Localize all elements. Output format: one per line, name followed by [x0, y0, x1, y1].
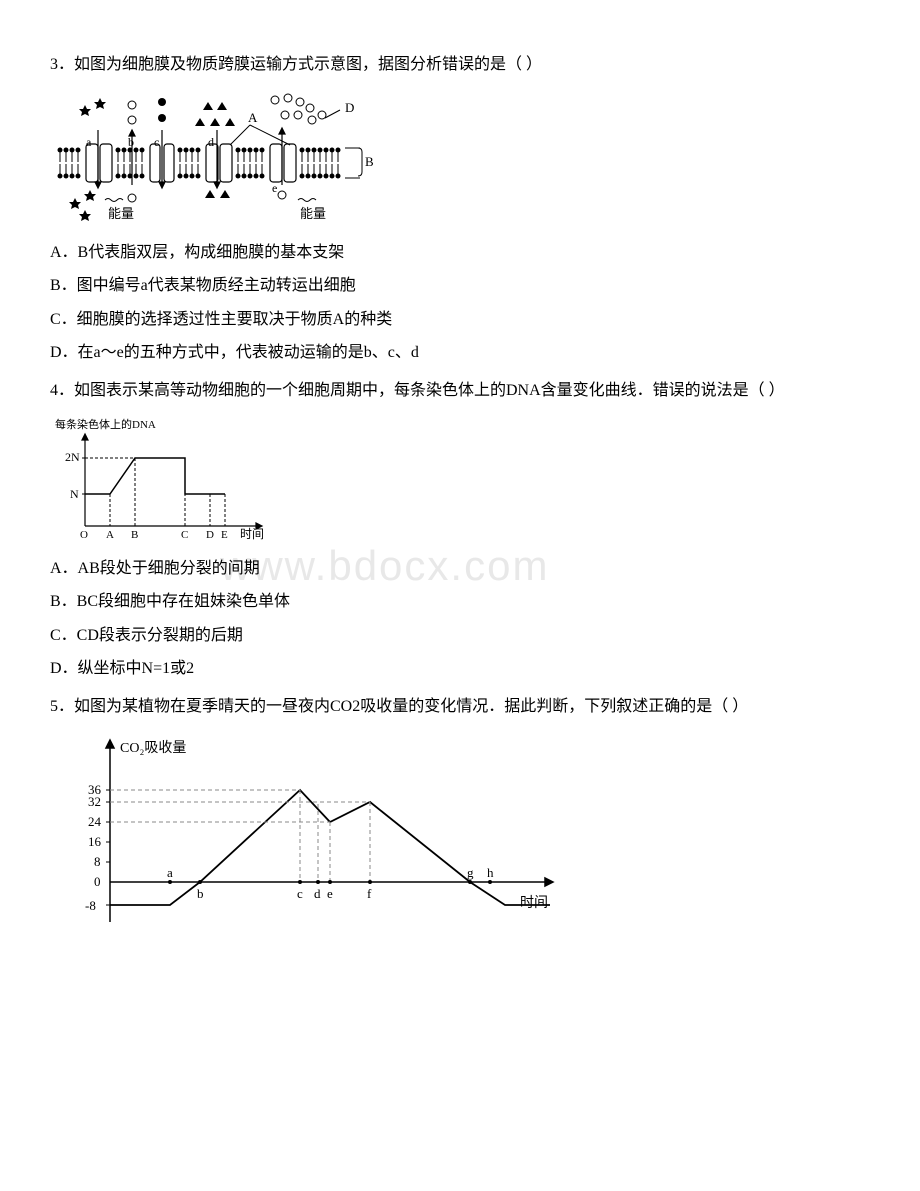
q4-ytick-n: N: [70, 487, 79, 501]
q3-option-b: B．图中编号a代表某物质经主动转运出细胞: [50, 273, 870, 299]
q5-yt-36: 36: [88, 782, 102, 797]
q5-xl-c: c: [297, 886, 303, 901]
q3-option-a: A．B代表脂双层，构成细胞膜的基本支架: [50, 240, 870, 266]
q4-xlabel: 时间: [240, 527, 264, 541]
q5-xl-h: h: [487, 865, 494, 880]
q3-label-d: d: [208, 135, 214, 149]
q5-yt-24: 24: [88, 814, 102, 829]
q3-option-c: C．细胞膜的选择透过性主要取决于物质A的种类: [50, 307, 870, 333]
q4-option-c: C．CD段表示分裂期的后期: [50, 623, 870, 649]
q3-label-D2: D: [345, 100, 354, 115]
q3-stem: 3．如图为细胞膜及物质跨膜运输方式示意图，据图分析错误的是（ ）: [50, 52, 870, 78]
q3-label-B2: B: [365, 154, 374, 169]
q5-xl-a: a: [167, 865, 173, 880]
q5-xl-e: e: [327, 886, 333, 901]
q4-option-d: D．纵坐标中N=1或2: [50, 656, 870, 682]
q3-figure: a b c d e A D B 能量 能量: [50, 90, 870, 230]
q4-xtick-d: D: [206, 529, 214, 541]
q5-xl-b: b: [197, 886, 204, 901]
q3-label-b: b: [128, 135, 134, 149]
q4-ylabel: 每条染色体上的DNA: [55, 417, 156, 431]
q4-ytick-2n: 2N: [65, 450, 80, 464]
q5-ylabel: CO₂吸收量: [120, 740, 186, 756]
q5-xl-g: g: [467, 865, 474, 880]
document-container: www.bdocx.com 3．如图为细胞膜及物质跨膜运输方式示意图，据图分析错…: [50, 52, 870, 942]
q3-label-A2: A: [248, 110, 258, 125]
q5-yt-8: 8: [94, 854, 101, 869]
q5-xl-f: f: [367, 886, 372, 901]
q4-xtick-c: C: [181, 529, 188, 541]
q4-option-b: B．BC段细胞中存在姐妹染色单体: [50, 589, 870, 615]
q5-xlabel: 时间: [520, 895, 548, 911]
q4-stem: 4．如图表示某高等动物细胞的一个细胞周期中，每条染色体上的DNA含量变化曲线．错…: [50, 378, 870, 404]
q4-xtick-e: E: [221, 529, 228, 541]
q5-yt-0: 0: [94, 874, 101, 889]
q5-yt-neg8: -8: [85, 898, 96, 913]
q4-xtick-b: B: [131, 529, 138, 541]
q5-figure: CO₂吸收量 时间 -8 0 8 16 24 32 36: [50, 732, 870, 942]
q3-label-c: c: [154, 135, 159, 149]
q3-energy2: 能量: [300, 206, 326, 221]
q5-yt-16: 16: [88, 834, 102, 849]
q5-stem: 5．如图为某植物在夏季晴天的一昼夜内CO2吸收量的变化情况．据此判断，下列叙述正…: [50, 694, 870, 720]
q4-option-a: A．AB段处于细胞分裂的间期: [50, 556, 870, 582]
q3-option-d: D．在a～e的五种方式中，代表被动运输的是b、c、d: [50, 340, 870, 366]
q3-energy1: 能量: [108, 206, 134, 221]
q5-xl-d: d: [314, 886, 321, 901]
q4-xtick-o: O: [80, 529, 88, 541]
q4-figure: 每条染色体上的DNA 2N N O A B C D E 时间: [50, 416, 870, 546]
q4-xtick-a: A: [106, 529, 114, 541]
q3-label-a: a: [86, 135, 92, 149]
q3-label-e: e: [272, 181, 277, 195]
